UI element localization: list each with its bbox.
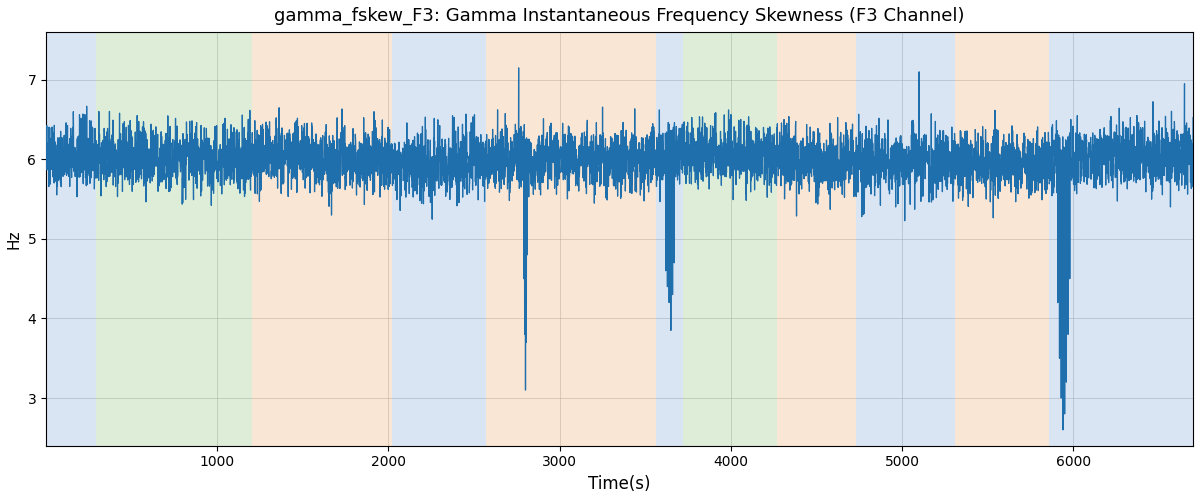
Bar <box>486 32 655 446</box>
Bar <box>655 32 683 446</box>
Bar <box>46 32 96 446</box>
Bar <box>683 32 778 446</box>
Bar <box>856 32 955 446</box>
Title: gamma_fskew_F3: Gamma Instantaneous Frequency Skewness (F3 Channel): gamma_fskew_F3: Gamma Instantaneous Freq… <box>275 7 965 25</box>
Bar <box>96 32 252 446</box>
Bar <box>252 32 392 446</box>
Bar <box>1049 32 1193 446</box>
Bar <box>955 32 1049 446</box>
Bar <box>392 32 486 446</box>
Bar <box>778 32 856 446</box>
Y-axis label: Hz: Hz <box>7 229 22 248</box>
X-axis label: Time(s): Time(s) <box>588 475 650 493</box>
